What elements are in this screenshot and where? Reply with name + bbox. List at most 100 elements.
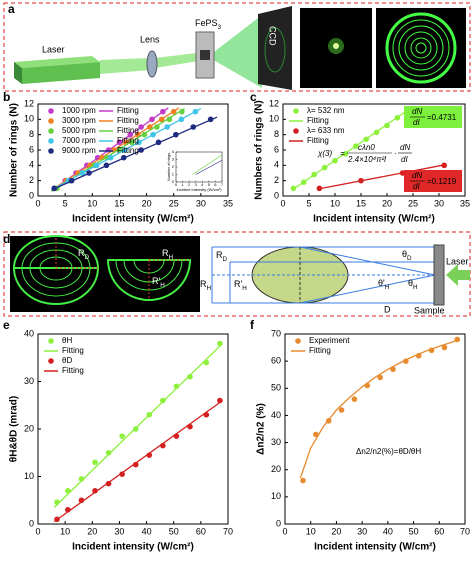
label-sub: D	[407, 255, 412, 262]
label: RH	[162, 248, 174, 261]
legend-marker	[48, 118, 54, 124]
legend-marker	[48, 128, 54, 134]
label: D	[384, 304, 391, 314]
radius-marker	[55, 238, 190, 300]
point	[92, 459, 98, 466]
fit-line	[319, 164, 445, 190]
y-tick-label: 40	[24, 328, 34, 338]
point	[300, 477, 306, 484]
slope-box	[404, 106, 462, 128]
x-tick-label: 5	[306, 198, 311, 208]
label-sub: D	[85, 254, 90, 261]
legend-marker	[48, 338, 54, 344]
y-tick-label: 4	[172, 149, 175, 154]
sample	[200, 50, 210, 60]
label-main: θ'	[378, 278, 385, 288]
y-tick-label: 0	[29, 190, 34, 200]
formula-num: cλn0	[358, 143, 375, 152]
legend-label: Fitting	[307, 136, 329, 145]
x-tick-label: 60	[434, 526, 444, 536]
legend-label: 5000 rpm	[62, 126, 96, 135]
fit-line	[293, 109, 409, 190]
point	[377, 374, 383, 381]
label: Lens	[140, 34, 160, 44]
slope-value: =0.1219	[427, 177, 457, 186]
legend-label: 3000 rpm	[62, 116, 96, 125]
legend-label: 1000 rpm	[62, 106, 96, 115]
label: RD	[216, 250, 228, 263]
y-tick-label: 0	[276, 518, 281, 528]
formula-eq: =	[340, 149, 345, 158]
x-tick-label: 20	[331, 526, 341, 536]
label: θ'H	[378, 278, 390, 291]
y-tick-label: 12	[269, 98, 279, 108]
x-tick-label: 40	[142, 526, 152, 536]
x-tick-label: 70	[460, 526, 470, 536]
y-tick-label: 8	[274, 129, 279, 139]
panel-label: f	[250, 318, 255, 332]
laser-top	[14, 56, 100, 68]
label-sub: D	[223, 256, 228, 263]
panel-label: e	[3, 318, 10, 332]
label-sub: H	[169, 254, 174, 261]
x-tick-label: 20	[142, 198, 152, 208]
label: FePS3	[195, 18, 222, 31]
x-tick-label: 3	[195, 182, 198, 187]
y-axis-title: θH&θD (mrad)	[9, 396, 20, 462]
y-tick-label: 2	[29, 175, 34, 185]
beam	[100, 58, 150, 74]
x-tick-label: 25	[169, 198, 179, 208]
plot-frame	[284, 333, 466, 525]
x-tick-label: 4	[201, 182, 204, 187]
y-axis-title: Number of rings	[166, 153, 171, 181]
y-tick-label: 40	[271, 410, 281, 420]
label: Sample	[414, 305, 445, 315]
legend-marker	[48, 108, 54, 114]
x-tick-label: 60	[196, 526, 206, 536]
plot-frame	[175, 151, 223, 183]
beam	[155, 52, 205, 68]
legend-label: Fitting	[117, 136, 139, 145]
label-main: R	[162, 248, 169, 258]
x-tick-label: 50	[169, 526, 179, 536]
panel-label: d	[3, 232, 10, 246]
x-tick-label: 40	[383, 526, 393, 536]
panel-label: a	[8, 2, 15, 16]
label: Laser	[42, 44, 65, 54]
fit-line	[195, 159, 223, 175]
y-tick-label: 0	[29, 518, 34, 528]
x-tick-label: 10	[60, 526, 70, 536]
legend-marker	[295, 338, 301, 344]
point	[338, 407, 345, 413]
point	[351, 396, 358, 402]
y-tick-label: 6	[29, 144, 34, 154]
slope-num: dN	[412, 107, 422, 116]
legend-label: Experiment	[309, 336, 350, 345]
label: RD	[78, 248, 90, 261]
x-tick-label: 0	[35, 526, 40, 536]
slope-den: dI	[413, 118, 420, 127]
y-tick-label: 4	[29, 160, 34, 170]
x-tick-label: 10	[87, 198, 97, 208]
legend-label: Fitting	[62, 346, 84, 355]
y-tick-label: 70	[271, 328, 281, 338]
point	[160, 397, 166, 404]
legend-marker	[293, 108, 299, 114]
label: θH	[408, 278, 418, 291]
point	[119, 433, 125, 439]
x-tick-label: 10	[306, 526, 316, 536]
ray-lines	[211, 246, 436, 304]
legend-label: 9000 rpm	[62, 146, 96, 155]
x-tick-label: 30	[114, 526, 124, 536]
label-sub: H	[413, 284, 418, 291]
slope-value: =0.4731	[427, 113, 457, 122]
formula-num: dN	[400, 143, 410, 152]
legend-marker	[293, 128, 299, 134]
y-tick-label: 6	[274, 144, 279, 154]
slope-num: dN	[412, 171, 422, 180]
y-tick-label: 10	[24, 114, 34, 124]
x-tick-label: 15	[114, 198, 124, 208]
legend-marker	[48, 138, 54, 144]
x-tick-label: 0	[175, 182, 178, 187]
x-tick-label: 1	[181, 182, 184, 187]
